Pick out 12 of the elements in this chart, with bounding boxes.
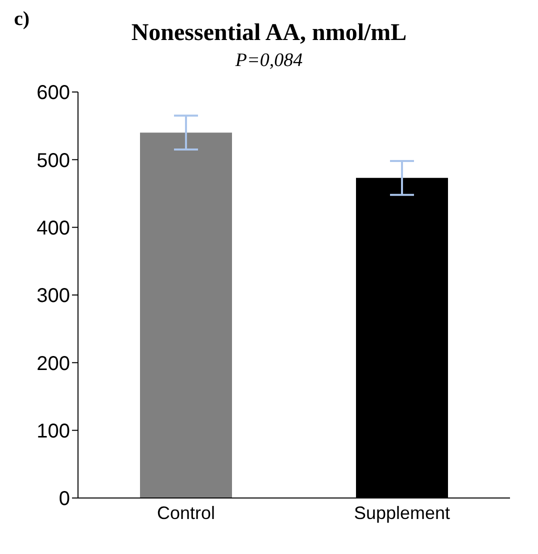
y-tick-label: 500	[36, 150, 70, 172]
text: c)	[14, 8, 30, 31]
x-tick-label: Control	[156, 502, 216, 523]
chart-subtitle: P=0,084	[234, 50, 304, 72]
y-tick-label: 0	[58, 488, 70, 510]
chart-title: Nonessential AA, nmol/mL	[131, 20, 407, 46]
y-tick-label: 300	[36, 285, 70, 308]
y-tick-label: 400	[36, 217, 70, 240]
y-tick-label: 100	[36, 420, 70, 442]
y-tick-label: 200	[36, 352, 70, 375]
y-tick-label: 600	[36, 82, 70, 104]
x-tick-label: Supplement	[354, 502, 450, 523]
